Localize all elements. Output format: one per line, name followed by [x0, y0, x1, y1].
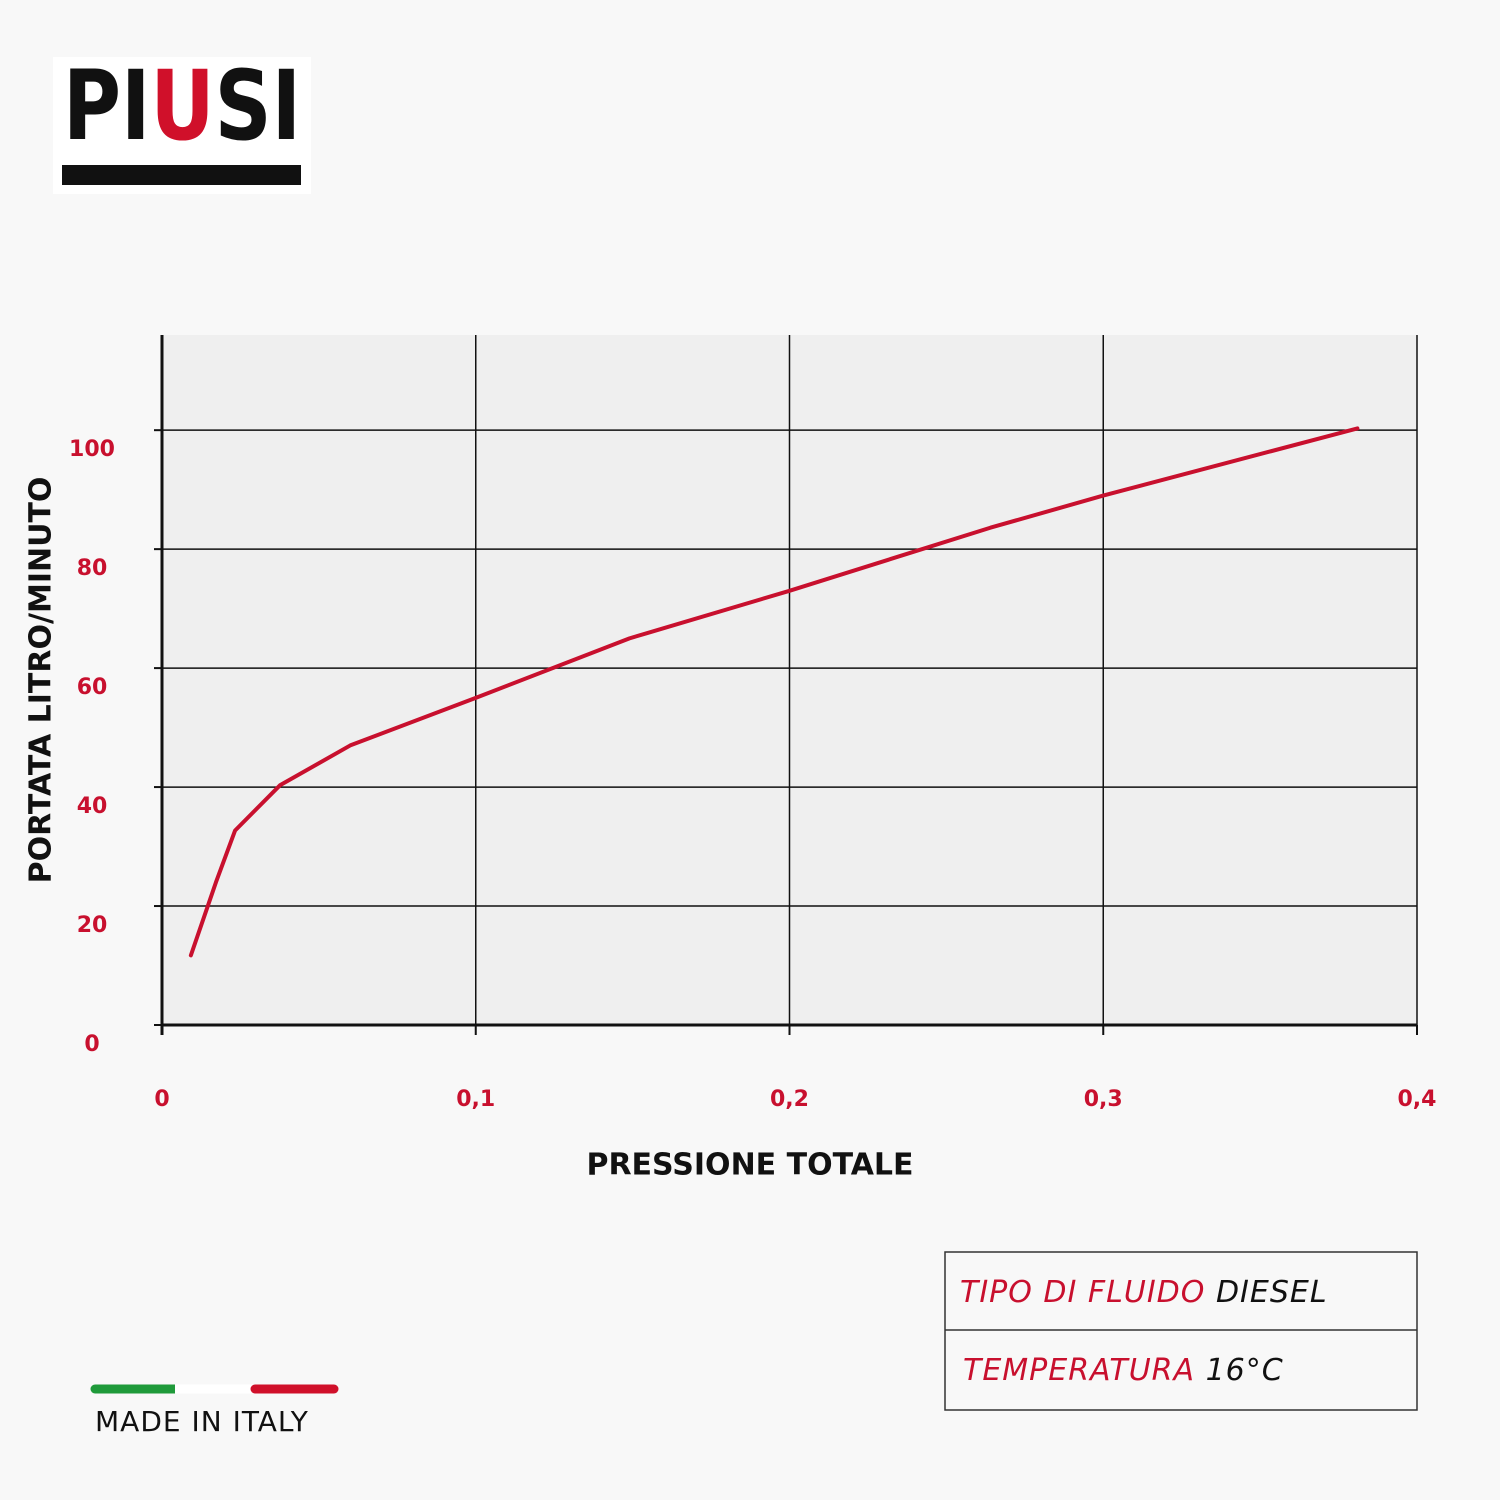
x-tick-label: 0,2 [770, 1087, 809, 1112]
y-tick-label: 20 [77, 913, 108, 938]
info-value: DIESEL [1216, 1275, 1328, 1310]
y-axis-title: PORTATA LITRO/MINUTO [24, 477, 59, 884]
logo-part: U [150, 50, 214, 162]
data-line [188, 426, 1360, 958]
info-row: TIPO DI FLUIDO DIESEL [960, 1275, 1328, 1310]
y-tick-label: 60 [77, 675, 108, 700]
y-tick-label: 100 [69, 437, 115, 462]
info-row: TEMPERATURA 16°C [963, 1353, 1284, 1388]
info-table [944, 1251, 1418, 1411]
logo-part: SI [215, 50, 301, 162]
logo-bar [62, 165, 301, 185]
info-value: 16°C [1206, 1353, 1284, 1388]
logo-part: PI [63, 50, 150, 162]
y-tick-label: 40 [77, 794, 108, 819]
y-tick-label: 80 [77, 556, 108, 581]
info-label: TEMPERATURA [963, 1353, 1195, 1388]
x-tick-label: 0,4 [1398, 1087, 1437, 1112]
x-tick-label: 0 [154, 1087, 169, 1112]
logo: PIUSI [63, 50, 301, 162]
x-tick-label: 0,3 [1084, 1087, 1123, 1112]
made-in: MADE IN ITALY [95, 1405, 309, 1438]
x-tick-label: 0,1 [456, 1087, 495, 1112]
y-tick-label: 0 [84, 1032, 99, 1057]
info-label: TIPO DI FLUIDO [960, 1275, 1205, 1310]
x-axis-title: PRESSIONE TOTALE [586, 1148, 913, 1183]
